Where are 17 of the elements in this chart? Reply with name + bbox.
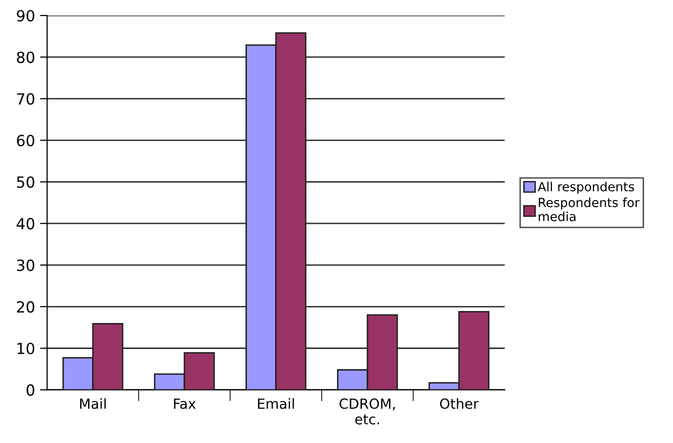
y-tick-label: 30: [17, 260, 34, 272]
y-tick-label: 90: [16, 10, 34, 22]
y-tick-label: 80: [16, 52, 34, 64]
y-tick-label: 70: [17, 93, 34, 105]
y-tick-label: 50: [17, 176, 34, 188]
y-tick-label: 10: [18, 342, 34, 354]
y-tick-label: 60: [16, 134, 34, 146]
y-tick-label: 20: [16, 301, 34, 313]
y-tick-label: 0: [26, 384, 34, 396]
x-tick-label: Email: [258, 398, 294, 409]
x-tick-label: Other: [440, 398, 479, 409]
x-tick-label: Fax: [174, 398, 196, 409]
legend-label: All respondents: [538, 182, 634, 194]
x-tick-label: CDROM, etc.: [340, 398, 395, 424]
legend-label: Respondents for media: [538, 198, 640, 222]
y-tick-label: 40: [16, 218, 34, 230]
x-tick-label: Mail: [80, 398, 106, 409]
